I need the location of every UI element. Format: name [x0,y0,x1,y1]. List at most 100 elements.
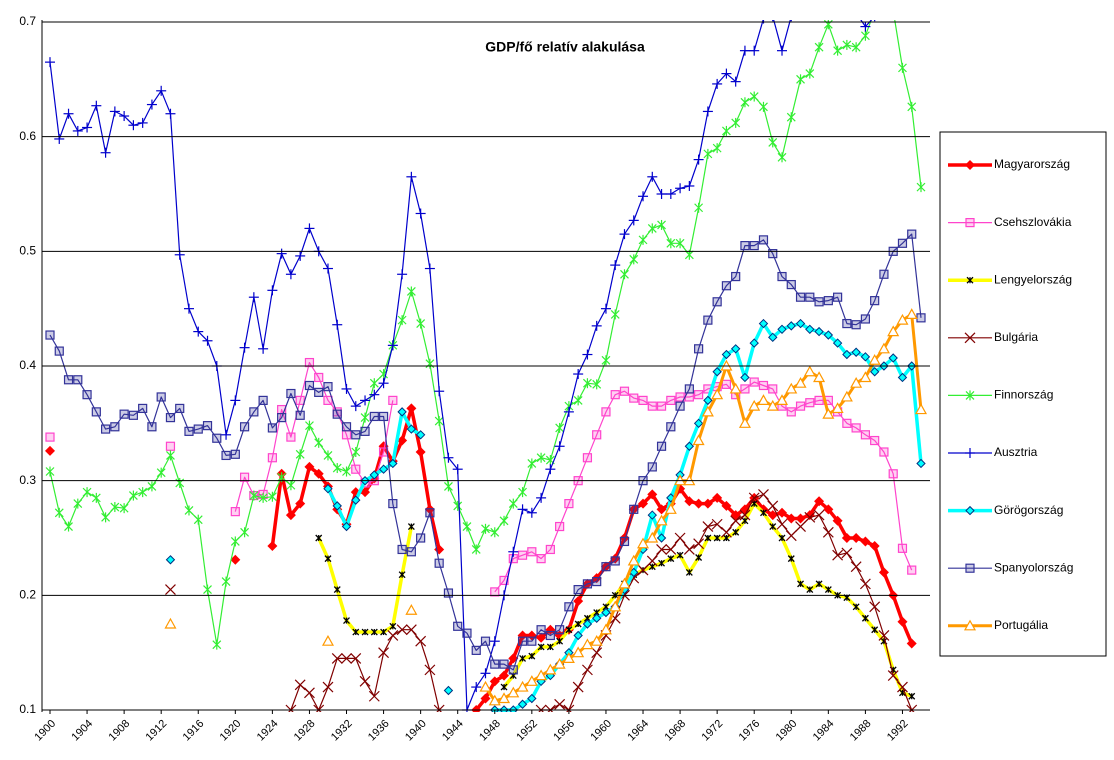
marker [749,45,760,56]
marker [508,546,519,557]
marker [564,499,574,509]
marker [480,668,491,679]
marker [490,587,500,597]
marker [193,424,203,434]
marker [916,313,926,323]
marker [517,636,528,646]
marker [119,503,129,514]
marker [202,335,213,346]
marker [778,534,786,542]
marker [54,346,64,356]
marker [267,453,277,463]
marker [324,555,332,563]
marker [332,319,343,330]
legend-marker [965,218,975,228]
marker [54,133,65,144]
marker [786,279,796,290]
marker [860,536,871,547]
marker [314,387,324,397]
marker [54,507,64,518]
marker [796,74,805,85]
x-tick-label: 1960 [588,718,614,744]
marker [378,447,389,457]
marker [815,580,823,588]
marker [165,413,176,423]
marker [285,269,296,280]
marker [675,392,685,402]
marker [193,514,203,525]
marker [665,544,677,555]
marker [453,621,463,631]
marker [582,619,593,629]
marker [341,422,352,432]
marker [757,394,770,405]
marker [619,229,630,240]
marker [304,461,315,472]
marker [369,470,380,480]
marker [851,423,861,433]
marker [406,171,417,182]
y-tick-label: 0.4 [19,358,36,372]
marker [841,547,853,559]
marker [787,555,795,563]
marker [813,371,826,383]
marker [405,604,418,615]
marker [527,636,537,646]
marker [601,407,611,417]
marker [45,445,55,456]
marker [656,189,667,199]
marker [851,347,861,357]
marker [72,125,83,136]
marker [618,577,631,589]
marker [156,392,166,402]
marker [739,509,751,521]
marker [647,462,657,472]
marker [768,137,778,148]
marker [499,659,509,669]
marker [351,464,361,474]
legend-label: Spanyolország [994,560,1073,574]
x-tick-label: 1908 [107,718,133,744]
marker [693,498,704,509]
marker [813,509,825,521]
marker [842,0,852,4]
marker [434,416,444,427]
marker [767,510,778,521]
marker [888,353,898,363]
marker [758,235,769,245]
marker [572,681,584,693]
marker [777,271,787,282]
marker [360,426,370,436]
marker [128,410,138,420]
marker [851,8,861,18]
marker [823,330,834,340]
series-line [49,20,873,711]
marker [184,426,194,436]
marker [321,634,334,646]
marker [388,458,398,469]
y-tick-label: 0.1 [19,702,36,716]
marker [823,296,833,306]
marker [694,202,704,213]
marker [323,450,333,461]
marker [666,238,676,249]
marker [443,452,454,463]
series-line [234,362,913,593]
marker [777,152,787,163]
marker [517,699,528,709]
legend-marker [965,160,975,170]
marker [749,241,759,251]
marker [775,394,789,405]
marker [73,375,83,385]
marker [656,441,667,451]
marker [786,321,796,331]
marker [693,538,705,550]
marker [795,292,806,302]
marker [897,616,908,627]
marker [666,395,676,405]
marker [378,378,389,389]
marker [786,407,796,417]
marker [165,108,176,119]
marker [610,309,620,320]
marker [684,441,695,451]
